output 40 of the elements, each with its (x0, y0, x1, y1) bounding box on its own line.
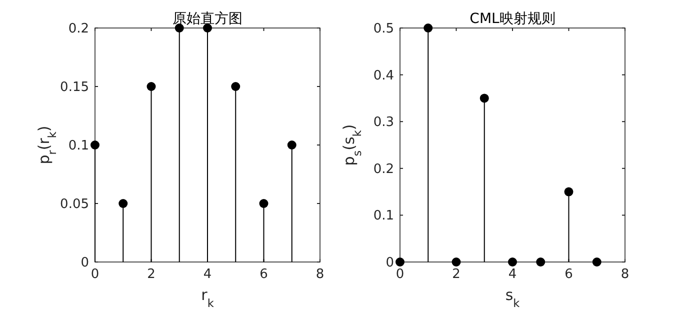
x-tick-label: 2 (147, 267, 156, 282)
x-tick-label: 6 (260, 267, 268, 282)
y-tick-label: 0.15 (60, 80, 89, 95)
y-tick-label: 0.3 (373, 115, 394, 130)
chart-title: 原始直方图 (172, 11, 242, 27)
x-tick-label: 4 (508, 267, 517, 282)
y-tick-label: 0.2 (68, 22, 89, 36)
x-axis-title: s$_{k}$ (505, 286, 520, 310)
x-tick-label: 4 (203, 267, 212, 282)
y-tick-label: 0.2 (373, 162, 394, 177)
point (287, 140, 296, 150)
point (231, 82, 240, 91)
point (203, 24, 212, 32)
x-tick-label: 0 (396, 267, 404, 282)
point (536, 258, 546, 266)
y-tick-label: 0.1 (373, 208, 394, 224)
y-tick-label: 0.4 (373, 68, 394, 84)
y-tick-label: 0.1 (68, 138, 89, 154)
point (452, 258, 461, 266)
point (592, 258, 602, 266)
x-tick-label: 6 (564, 267, 573, 282)
point (564, 187, 574, 196)
point (508, 258, 517, 266)
y-tick-label: 0.5 (373, 22, 394, 36)
x-tick-label: 8 (620, 267, 630, 282)
point (118, 199, 128, 208)
point (259, 199, 268, 208)
point (146, 82, 156, 91)
point (396, 258, 404, 266)
x-tick-label: 2 (452, 267, 460, 282)
y-tick-label: 0 (386, 256, 394, 270)
point (90, 140, 100, 150)
y-tick-label: 0 (80, 256, 89, 270)
y-tick-label: 0.05 (60, 197, 89, 212)
x-tick-label: 8 (316, 267, 324, 282)
chart-title: CML映射规则 (470, 11, 556, 27)
point (424, 24, 433, 32)
point (480, 94, 489, 103)
x-axis-title: r$_{k}$ (201, 286, 214, 310)
x-tick-label: 0 (90, 267, 100, 282)
